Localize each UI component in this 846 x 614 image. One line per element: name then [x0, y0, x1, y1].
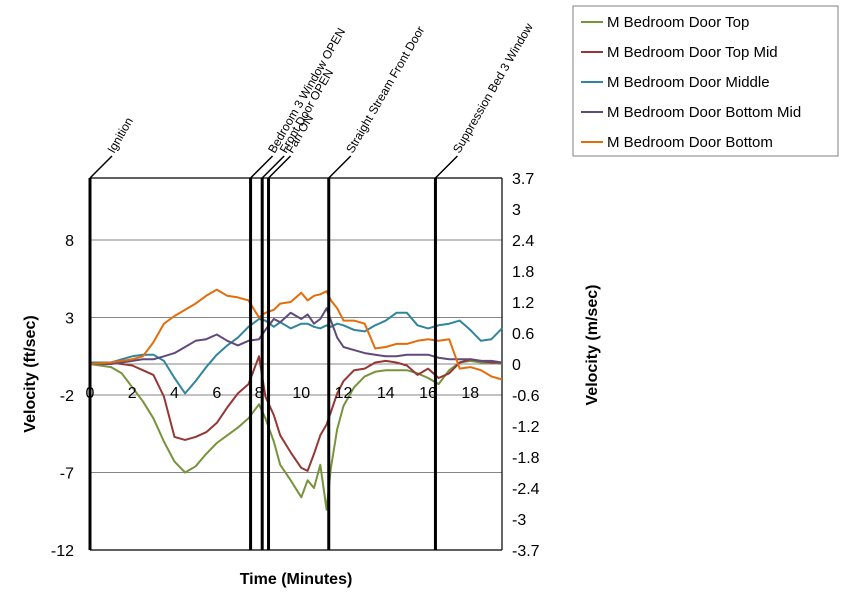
y-tick-label: -12: [51, 543, 74, 560]
legend-entry: M Bedroom Door Middle: [607, 74, 770, 91]
y-right-tick-label: -0.6: [512, 388, 540, 405]
series-layer: [89, 288, 503, 511]
x-tick-label: 10: [292, 385, 310, 402]
series-line-m-bedroom-door-bottom: [89, 288, 503, 381]
event-leader: [250, 155, 274, 179]
event-label: Bedroom 3 Window OPEN: [265, 25, 348, 155]
grid-layer: [89, 177, 503, 551]
x-tick-label: 18: [461, 385, 479, 402]
event-leader: [434, 155, 458, 179]
x-tick-label: 8: [255, 385, 264, 402]
event-leader: [89, 155, 113, 179]
event-leader: [328, 155, 352, 179]
event-label: Suppression Bed 3 Window: [450, 21, 536, 156]
y-right-tick-label: -2.4: [512, 481, 540, 498]
x-tick-label: 16: [419, 385, 437, 402]
legend-entry: M Bedroom Door Bottom Mid: [607, 104, 801, 121]
tick-layer: 0 2 4 6 8 10 12 14 16 18 -12 -7 -2 3 8 3.7 3 2.4 1.8 1.2 0.6…: [51, 171, 540, 560]
series-line-m-bedroom-door-bottom-mid: [90, 307, 503, 365]
series-line-m-bedroom-door-middle: [90, 311, 503, 395]
x-tick-label: 6: [212, 385, 221, 402]
x-tick-label: 0: [86, 385, 95, 402]
legend-entry: M Bedroom Door Top: [607, 14, 749, 31]
series-line-m-bedroom-door-top-mid: [89, 355, 502, 472]
y-axis-right-title: Velocity (m/sec): [584, 285, 601, 406]
event-leader: [268, 155, 292, 179]
x-tick-label: 14: [377, 385, 395, 402]
x-tick-label: 4: [170, 385, 179, 402]
x-tick-label: 2: [128, 385, 137, 402]
y-tick-label: -2: [60, 388, 74, 405]
y-right-tick-label: -3: [512, 512, 526, 529]
y-right-tick-label: 0.6: [512, 326, 534, 343]
y-right-tick-label: -3.7: [512, 543, 540, 560]
event-leader: [261, 155, 285, 179]
y-right-tick-label: 3: [512, 202, 521, 219]
event-label: Ignition: [104, 115, 135, 156]
y-right-tick-label: 1.8: [512, 264, 534, 281]
y-right-tick-label: -1.2: [512, 419, 540, 436]
legend: M Bedroom Door Top M Bedroom Door Top Mid…: [572, 5, 839, 157]
y-right-tick-label: 1.2: [512, 295, 534, 312]
legend-entry: M Bedroom Door Bottom: [607, 134, 773, 151]
legend-entry: M Bedroom Door Top Mid: [607, 44, 778, 61]
x-tick-label: 12: [335, 385, 353, 402]
y-tick-label: -7: [60, 466, 74, 483]
y-right-tick-label: -1.8: [512, 450, 540, 467]
series-line-m-bedroom-door-top: [89, 359, 503, 511]
y-axis-title: Velocity (ft/sec): [22, 315, 39, 432]
legend-box: [572, 5, 839, 157]
y-right-tick-label: 2.4: [512, 233, 534, 250]
event-label: Straight Stream Front Door: [343, 24, 427, 156]
x-axis-title: Time (Minutes): [240, 571, 353, 588]
y-tick-label: 8: [65, 233, 74, 250]
y-right-tick-label: 3.7: [512, 171, 534, 188]
y-tick-label: 3: [65, 311, 74, 328]
y-right-tick-label: 0: [512, 357, 521, 374]
